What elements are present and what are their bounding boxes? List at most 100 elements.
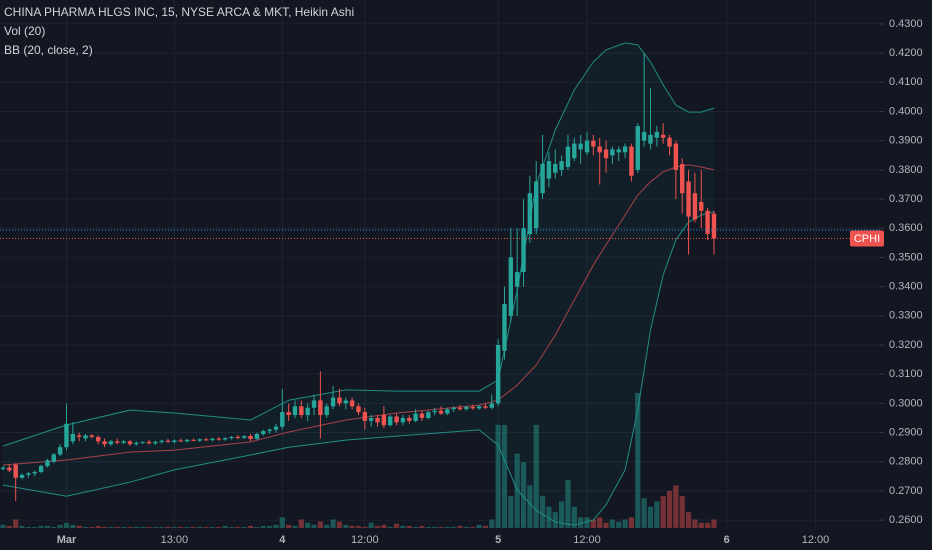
volume-bar — [178, 526, 184, 528]
band-line — [2, 211, 715, 526]
candle-body — [178, 440, 183, 442]
candle-body — [330, 397, 336, 407]
volume-bar — [82, 526, 89, 528]
candle-body — [654, 131, 660, 138]
volume-bar — [597, 517, 603, 528]
volume-bar — [273, 524, 279, 528]
band-fill — [3, 42, 714, 526]
candle-body — [407, 417, 412, 421]
volume-bar — [603, 522, 609, 528]
candle-body — [184, 439, 190, 442]
candle-body — [210, 438, 215, 441]
candle-body — [57, 447, 63, 455]
y-tick-label: 0.2600 — [889, 514, 923, 526]
volume-bar — [451, 526, 457, 528]
volume-bar — [298, 519, 304, 528]
candle-body — [584, 140, 590, 153]
volume-bar — [292, 525, 298, 528]
candle-body — [660, 134, 666, 138]
volume-bar — [527, 485, 533, 528]
candle-body — [121, 441, 126, 443]
candle-body — [83, 435, 88, 439]
volume-bar — [279, 517, 285, 528]
candle-body — [7, 467, 12, 471]
volume-bar — [711, 519, 717, 528]
candle-body — [26, 473, 31, 475]
candle-body — [489, 403, 494, 408]
candle-body — [521, 228, 526, 273]
volume-bar — [108, 526, 114, 528]
candle-body — [337, 397, 342, 404]
volume-bar — [159, 526, 165, 528]
candle-body — [426, 412, 431, 418]
volume-bar — [216, 526, 222, 528]
candle-body — [616, 149, 621, 153]
candle-body — [153, 441, 158, 444]
candle-body — [508, 257, 514, 316]
candle-body — [165, 440, 171, 442]
symbol-tag — [850, 230, 884, 247]
volume-bar — [400, 525, 406, 528]
y-tick-label: 0.3200 — [889, 339, 923, 351]
candle-body — [172, 440, 177, 442]
candle-body — [648, 134, 653, 144]
candle-body — [495, 344, 501, 404]
candle-body — [254, 434, 260, 439]
volume-bar — [146, 526, 152, 528]
candle-body — [641, 131, 647, 141]
volume-bar — [559, 501, 565, 528]
volume-bar — [121, 526, 127, 528]
volume-bar — [63, 522, 70, 528]
candle-body — [362, 412, 368, 421]
volume-bar — [38, 525, 44, 528]
volume-bar — [705, 522, 711, 528]
candle-body — [597, 146, 602, 153]
volume-bar — [628, 517, 635, 528]
candle-body — [248, 436, 253, 439]
candle-body — [603, 149, 609, 159]
volume-bar — [673, 485, 679, 528]
volume-bar — [241, 526, 247, 528]
candle-body — [635, 126, 640, 170]
volume-bar — [317, 521, 323, 528]
candle-body — [38, 466, 44, 472]
volume-bar — [228, 526, 235, 528]
candle-body — [680, 164, 685, 194]
volume-bar — [76, 525, 82, 528]
candle-body — [692, 193, 698, 220]
volume-bar — [432, 526, 438, 528]
candle-body — [229, 436, 234, 439]
volume-bar — [267, 525, 273, 528]
candle-body — [622, 146, 628, 153]
candle-body — [76, 435, 82, 437]
volume-bar — [235, 526, 241, 528]
candle-body — [51, 454, 56, 462]
candle-body — [159, 440, 164, 442]
candle-body — [305, 407, 310, 416]
volume-bar — [635, 393, 641, 528]
candle-body — [464, 406, 469, 410]
candle-body — [470, 406, 475, 409]
volume-bar — [476, 524, 482, 528]
candle-body — [705, 210, 710, 235]
candle-body — [572, 143, 577, 159]
volume-bar — [444, 526, 450, 528]
volume-bar — [482, 525, 489, 528]
volume-bar — [685, 512, 692, 528]
volume-bar — [32, 526, 38, 528]
candle-body — [534, 181, 539, 229]
candle-body — [483, 406, 488, 408]
volume-bar — [698, 522, 704, 528]
chart-title: CHINA PHARMA HLGS INC, 15, NYSE ARCA & M… — [4, 5, 354, 19]
candle-body — [699, 201, 704, 211]
candle-body — [286, 412, 291, 416]
volume-bar — [13, 519, 19, 528]
volume-bar — [349, 525, 355, 528]
volume-bar — [101, 526, 108, 528]
volume-bar — [413, 526, 419, 528]
candle-body — [261, 431, 266, 435]
candle-body — [667, 137, 672, 147]
candle-body — [476, 406, 482, 409]
volume-bar — [393, 523, 400, 528]
volume-bar — [343, 524, 349, 528]
